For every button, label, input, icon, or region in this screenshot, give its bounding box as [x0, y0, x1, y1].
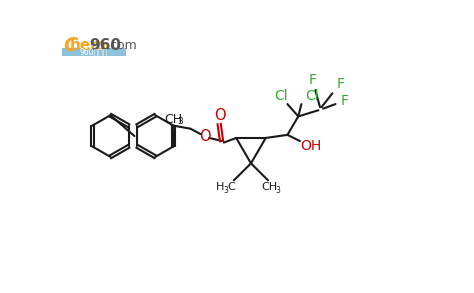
Text: Cl: Cl [274, 89, 288, 103]
Text: O: O [199, 129, 210, 144]
Text: 3: 3 [276, 186, 281, 195]
Text: 3: 3 [223, 186, 228, 195]
Text: F: F [341, 94, 349, 108]
Text: H: H [216, 182, 224, 192]
Text: .com: .com [107, 40, 137, 52]
Text: C: C [227, 182, 235, 192]
Text: CH: CH [262, 182, 278, 192]
Text: 3: 3 [178, 117, 183, 126]
Text: C: C [63, 36, 77, 55]
Text: O: O [214, 108, 226, 123]
Text: 960: 960 [90, 38, 121, 53]
Text: OH: OH [300, 139, 321, 153]
Text: F: F [336, 77, 344, 91]
Text: CH: CH [164, 113, 182, 126]
Text: hem: hem [70, 38, 107, 53]
Text: F: F [308, 73, 316, 87]
Bar [63, 48, 126, 56]
Text: 960化工网: 960化工网 [80, 47, 109, 57]
Text: Cl: Cl [305, 89, 319, 103]
